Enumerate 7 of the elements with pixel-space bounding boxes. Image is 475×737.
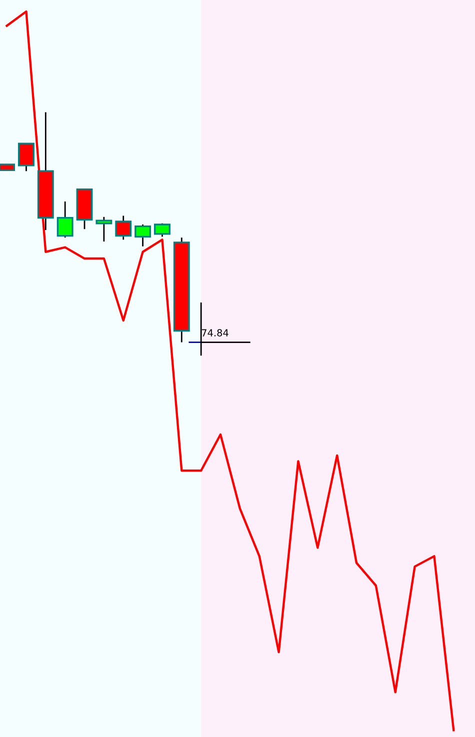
- annotation: 74.84: [202, 329, 228, 336]
- candlestick: [96, 216, 112, 242]
- candlestick: [56, 200, 74, 238]
- candlestick: [134, 224, 152, 248]
- candlestick: [154, 222, 170, 238]
- candlestick: [18, 142, 34, 172]
- candlestick: [115, 215, 132, 240]
